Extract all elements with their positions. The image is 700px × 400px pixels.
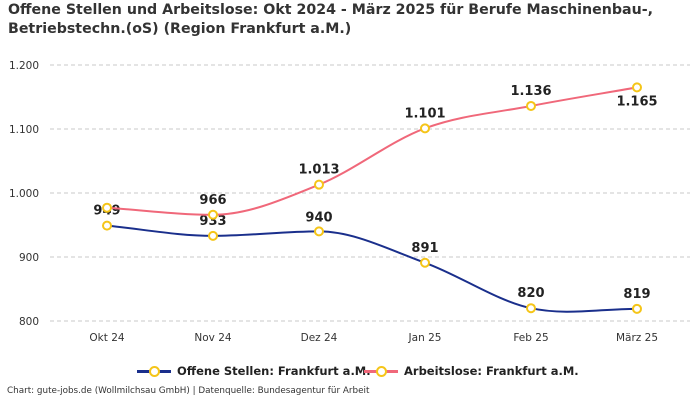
x-tick-label: Feb 25 [513, 332, 548, 344]
data-label: 966 [199, 193, 226, 208]
data-point[interactable] [208, 230, 218, 241]
y-tick-label: 1.000 [9, 188, 39, 200]
data-label: 1.136 [510, 84, 551, 99]
x-tick-label: Dez 24 [301, 332, 338, 344]
data-label: 1.101 [404, 106, 445, 121]
x-tick-label: Nov 24 [194, 332, 232, 344]
data-label: 933 [199, 214, 226, 229]
data-point[interactable] [632, 303, 642, 314]
data-point[interactable] [632, 82, 642, 93]
y-tick-label: 800 [19, 316, 39, 328]
data-point[interactable] [314, 226, 324, 237]
data-label: 1.013 [298, 163, 339, 178]
chart-title: Offene Stellen und Arbeitslose: Okt 2024… [8, 2, 653, 37]
data-point[interactable] [208, 209, 218, 220]
y-tick-label: 1.100 [9, 124, 39, 136]
x-tick-label: März 25 [616, 332, 658, 344]
data-point[interactable] [314, 179, 324, 190]
data-point[interactable] [526, 303, 536, 314]
data-point[interactable] [526, 100, 536, 111]
data-point[interactable] [102, 220, 112, 231]
x-tick-label: Jan 25 [408, 332, 442, 344]
data-label: 1.165 [616, 94, 657, 109]
legend-symbol-arbeitslose [364, 362, 398, 380]
y-tick-label: 900 [19, 252, 39, 264]
data-label: 820 [517, 286, 544, 301]
source-note: Chart: gute-jobs.de (Wollmilchsau GmbH) … [7, 386, 370, 396]
data-label: 819 [623, 287, 650, 302]
legend-item-offene-stellen[interactable]: Offene Stellen: Frankfurt a.M. [137, 362, 371, 380]
legend: Offene Stellen: Frankfurt a.M. Arbeitslo… [0, 362, 700, 380]
x-tick-label: Okt 24 [89, 332, 124, 344]
y-tick-label: 1.200 [9, 60, 39, 72]
data-label: 891 [411, 241, 438, 256]
data-label: 940 [305, 210, 332, 225]
legend-label-arbeitslose: Arbeitslose: Frankfurt a.M. [404, 364, 579, 378]
series-line-0 [106, 224, 638, 313]
legend-symbol-offene-stellen [137, 362, 171, 380]
data-point[interactable] [420, 123, 430, 134]
legend-item-arbeitslose[interactable]: Arbeitslose: Frankfurt a.M. [364, 362, 579, 380]
legend-label-offene-stellen: Offene Stellen: Frankfurt a.M. [177, 364, 371, 378]
series-line-1 [106, 86, 638, 216]
data-point[interactable] [420, 257, 430, 268]
data-point[interactable] [102, 202, 112, 213]
